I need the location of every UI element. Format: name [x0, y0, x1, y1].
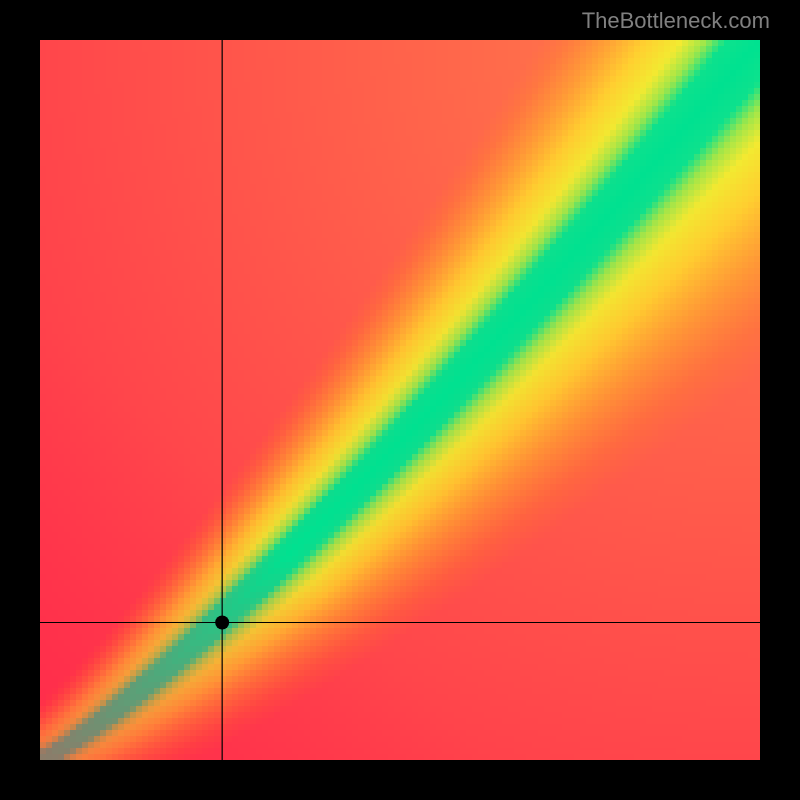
bottleneck-heatmap — [40, 40, 760, 760]
heatmap-canvas — [40, 40, 760, 760]
attribution-text: TheBottleneck.com — [582, 8, 770, 34]
